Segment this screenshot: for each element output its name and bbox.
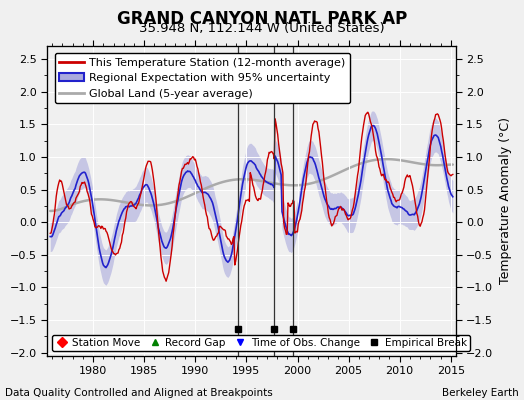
Text: 35.948 N, 112.144 W (United States): 35.948 N, 112.144 W (United States) (139, 22, 385, 35)
Legend: Station Move, Record Gap, Time of Obs. Change, Empirical Break: Station Move, Record Gap, Time of Obs. C… (52, 334, 470, 351)
Text: Data Quality Controlled and Aligned at Breakpoints: Data Quality Controlled and Aligned at B… (5, 388, 273, 398)
Text: Berkeley Earth: Berkeley Earth (442, 388, 519, 398)
Y-axis label: Temperature Anomaly (°C): Temperature Anomaly (°C) (499, 118, 512, 284)
Text: GRAND CANYON NATL PARK AP: GRAND CANYON NATL PARK AP (117, 10, 407, 28)
